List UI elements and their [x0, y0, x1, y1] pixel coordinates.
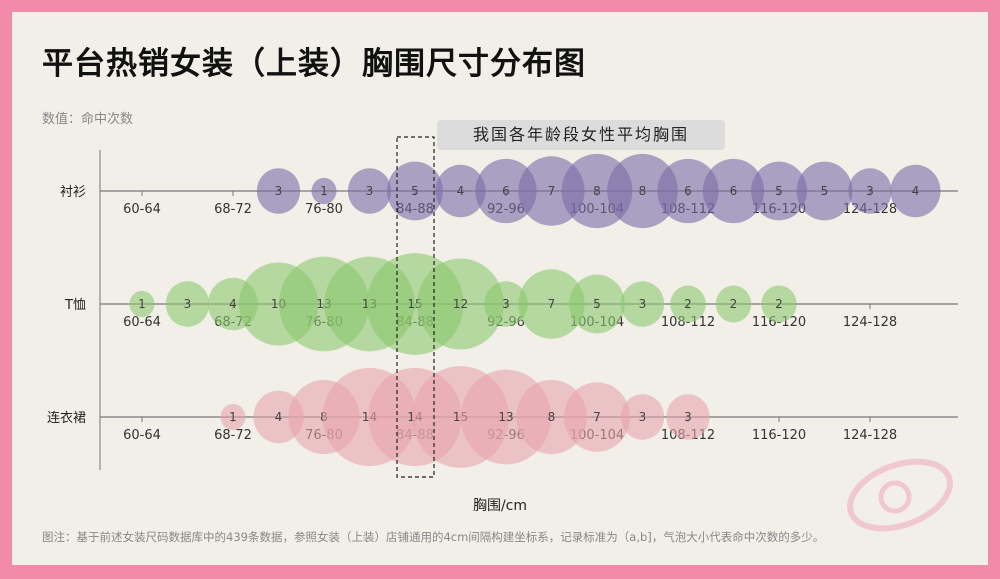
- row-label: 衬衫: [60, 185, 86, 200]
- bubble-value-label: 6: [502, 184, 510, 198]
- bubble-value-label: 13: [498, 410, 513, 424]
- x-axis-label: 胸围/cm: [472, 498, 528, 514]
- bubble-value-label: 3: [184, 297, 192, 311]
- bubble: [347, 168, 392, 214]
- bubble-value-label: 1: [138, 297, 146, 311]
- bubble-value-label: 8: [593, 184, 601, 198]
- watermark-pupil-icon: [878, 480, 912, 514]
- bubble-value-label: 2: [775, 297, 783, 311]
- footnote: 图注：基于前述女装尺码数据库中的439条数据，参照女装（上装）店铺通用的4cm间…: [42, 530, 825, 544]
- watermark-eye-icon: [847, 458, 953, 532]
- tick-label: 124-128: [843, 428, 897, 443]
- bubble-value-label: 12: [453, 297, 468, 311]
- bubble-value-label: 3: [639, 297, 647, 311]
- bubble-value-label: 1: [320, 184, 328, 198]
- tick-label: 60-64: [123, 428, 161, 443]
- bubble-value-label: 5: [775, 184, 783, 198]
- tick-label: 116-120: [752, 428, 806, 443]
- bubble-value-label: 4: [229, 297, 237, 311]
- bubble-value-label: 3: [275, 184, 283, 198]
- bubble: [890, 164, 941, 218]
- bubble-value-label: 4: [912, 184, 920, 198]
- bubble-value-label: 7: [593, 410, 601, 424]
- tick-label: 68-72: [214, 428, 252, 443]
- bubble: [607, 153, 678, 229]
- average-bust-callout: 我国各年龄段女性平均胸围: [437, 120, 725, 150]
- chart-title: 平台热销女装（上装）胸围尺寸分布图: [42, 46, 586, 82]
- bubble: [165, 281, 210, 327]
- bubble-value-label: 5: [411, 184, 419, 198]
- bubble: [848, 168, 892, 214]
- bubble: [220, 403, 246, 431]
- bubble: [387, 161, 443, 221]
- tick-label: 60-64: [123, 202, 161, 217]
- tick-label: 60-64: [123, 315, 161, 330]
- bubble-value-label: 6: [684, 184, 692, 198]
- row-label: 连衣裙: [47, 410, 86, 426]
- bubble-value-label: 4: [275, 410, 283, 424]
- bubble: [435, 164, 486, 218]
- tick-label: 76-80: [305, 202, 343, 217]
- bubble: [417, 258, 504, 350]
- bubble: [666, 394, 710, 440]
- bubble-value-label: 3: [866, 184, 874, 198]
- bubble-value-label: 2: [730, 297, 738, 311]
- bubble: [670, 285, 706, 323]
- highlight-dashed-box: [396, 136, 435, 478]
- row-label: T恤: [64, 298, 86, 313]
- bubble-value-label: 8: [639, 184, 647, 198]
- bubble-value-label: 3: [684, 410, 692, 424]
- bubble: [702, 158, 765, 224]
- bubble-value-label: 6: [730, 184, 738, 198]
- bubble: [657, 158, 719, 224]
- bubble: [715, 285, 752, 323]
- tick-label: 124-128: [843, 315, 897, 330]
- bubble: [751, 161, 807, 221]
- tick-label: 68-72: [214, 202, 252, 217]
- bubble: [563, 382, 631, 452]
- bubble: [761, 285, 797, 323]
- bubble-value-label: 3: [639, 410, 647, 424]
- bubble-value-label: 1: [229, 410, 237, 424]
- bubble-value-label: 8: [548, 410, 556, 424]
- bubble: [620, 281, 665, 327]
- bubble: [796, 161, 853, 221]
- bubble: [484, 281, 528, 327]
- bubble: [620, 394, 665, 440]
- bubble-value-label: 7: [548, 184, 556, 198]
- bubble-value-label: 4: [457, 184, 465, 198]
- bubble-value-label: 3: [502, 297, 510, 311]
- bubble: [129, 290, 155, 318]
- bubble: [475, 158, 537, 224]
- watermark-logo: [847, 458, 953, 532]
- bubble: [311, 177, 337, 205]
- chart-subtitle: 数值：命中次数: [42, 112, 134, 127]
- bubble: [256, 168, 301, 214]
- bubble-value-label: 7: [548, 297, 556, 311]
- bubble: [569, 274, 625, 334]
- bubble-value-label: 5: [821, 184, 829, 198]
- bubble-value-label: 3: [366, 184, 374, 198]
- bubble-value-label: 2: [684, 297, 692, 311]
- bubble-value-label: 5: [593, 297, 601, 311]
- bubble: [518, 269, 585, 339]
